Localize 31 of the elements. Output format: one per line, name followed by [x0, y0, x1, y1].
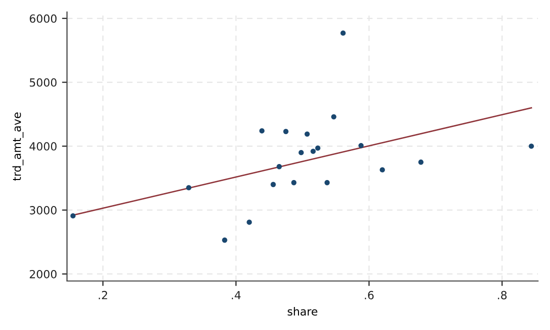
y-axis-title: trd_amt_ave	[12, 112, 24, 181]
point	[324, 180, 330, 186]
x-tick-label: .8	[498, 290, 507, 300]
point	[270, 182, 276, 188]
x-tick-label: .4	[232, 291, 241, 300]
y-tick-label: 4000	[30, 142, 57, 151]
point	[418, 160, 424, 165]
point	[186, 185, 192, 190]
point	[298, 150, 304, 156]
y-tick-label: 3000	[30, 206, 57, 214]
point	[528, 144, 534, 149]
point	[340, 30, 346, 36]
x-axis-title: share	[288, 307, 318, 316]
point	[315, 146, 320, 151]
point	[291, 180, 296, 186]
y-tick-label: 6000	[30, 14, 57, 23]
y-tick-label: 5000	[30, 78, 57, 87]
point	[246, 220, 252, 225]
x-tick-label: .6	[364, 290, 374, 300]
point	[276, 164, 282, 170]
point	[70, 213, 76, 218]
x-tick-label: .2	[98, 290, 108, 300]
point	[304, 131, 310, 137]
point	[283, 128, 288, 134]
point	[358, 142, 364, 148]
point	[331, 114, 336, 120]
point	[380, 167, 385, 172]
point	[222, 238, 228, 243]
point	[310, 148, 316, 154]
y-tick-label: 2000	[30, 270, 57, 278]
point	[259, 128, 265, 134]
